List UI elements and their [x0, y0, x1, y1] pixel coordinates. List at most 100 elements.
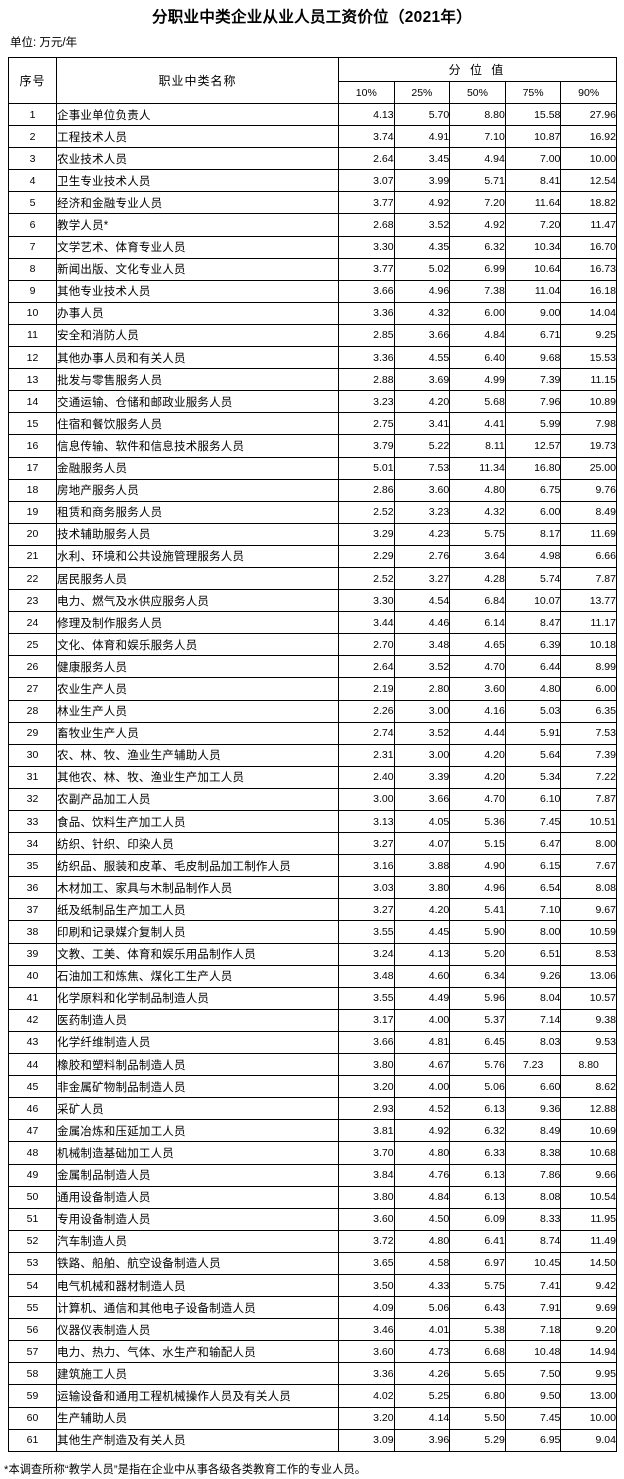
value-p25: 4.92	[393, 191, 451, 215]
value-p90: 9.42	[560, 1273, 617, 1298]
value-p75: 5.74	[504, 566, 562, 591]
value-p90: 8.99	[560, 655, 617, 679]
table-row: 56 仪器仪表制造人员 3.46 4.01 5.38 7.18 9.20	[8, 1318, 617, 1342]
table-row: 34 纺织、针织、印染人员 3.27 4.07 5.15 6.47 8.00	[8, 832, 617, 856]
value-p90: 15.53	[560, 346, 617, 370]
occupation-name: 石油加工和炼焦、煤化工生产人员	[56, 964, 339, 988]
row-index: 33	[8, 809, 57, 834]
value-p25: 3.27	[393, 566, 451, 591]
occupation-name: 化学原料和化学制品制造人员	[56, 986, 339, 1010]
occupation-name: 其他办事人员和有关人员	[56, 346, 339, 370]
occupation-name: 工程技术人员	[56, 125, 339, 149]
value-p10: 3.48	[338, 964, 395, 988]
value-p75: 8.08	[504, 1185, 562, 1209]
table-row: 4 卫生专业技术人员 3.07 3.99 5.71 8.41 12.54	[8, 169, 617, 193]
occupation-name: 运输设备和通用工程机械操作人员及有关人员	[56, 1384, 339, 1408]
value-p25: 4.67	[393, 1053, 451, 1077]
value-p90: 9.95	[560, 1362, 617, 1386]
value-p75: 7.20	[504, 213, 562, 237]
value-p10: 2.31	[338, 743, 395, 767]
value-p50: 6.45	[449, 1030, 506, 1055]
value-p75: 10.07	[504, 589, 562, 613]
value-p90: 6.66	[560, 544, 617, 568]
table-row: 13 批发与零售服务人员 2.88 3.69 4.99 7.39 11.15	[8, 368, 617, 392]
value-p90: 10.69	[560, 1119, 617, 1143]
occupation-name: 金属制品制造人员	[56, 1163, 339, 1187]
value-p75: 7.41	[504, 1273, 562, 1298]
table-row: 39 文教、工美、体育和娱乐用品制作人员 3.24 4.13 5.20 6.51 8.53	[8, 942, 617, 966]
value-p50: 6.41	[449, 1229, 506, 1253]
value-p90: 9.66	[560, 1163, 617, 1187]
value-p25: 3.41	[393, 412, 451, 436]
row-index: 41	[8, 986, 57, 1010]
value-p10: 3.16	[338, 854, 395, 878]
value-p10: 3.79	[338, 434, 395, 458]
value-p90: 8.80	[560, 1053, 617, 1077]
value-p50: 4.70	[449, 655, 506, 679]
value-p50: 6.33	[449, 1141, 506, 1165]
value-p75: 6.75	[504, 478, 562, 502]
row-index: 55	[8, 1296, 57, 1320]
value-p10: 3.23	[338, 390, 395, 414]
table-row: 14 交通运输、仓储和邮政业服务人员 3.23 4.20 5.68 7.96 10.89	[8, 390, 617, 414]
value-p90: 7.22	[560, 765, 617, 789]
value-p90: 9.04	[560, 1428, 617, 1452]
occupation-name: 计算机、通信和其他电子设备制造人员	[56, 1296, 339, 1320]
table-row: 45 非金属矿物制品制造人员 3.20 4.00 5.06 6.60 8.62	[8, 1075, 617, 1099]
table-row: 16 信息传输、软件和信息技术服务人员 3.79 5.22 8.11 12.57 19.73	[8, 434, 617, 458]
value-p75: 5.34	[504, 765, 562, 789]
table-row: 1 企事业单位负责人 4.13 5.70 8.80 15.58 27.96	[8, 102, 617, 127]
value-p75: 5.91	[504, 721, 562, 745]
value-p75: 6.54	[504, 876, 562, 900]
value-p50: 4.65	[449, 633, 506, 657]
occupation-name: 专用设备制造人员	[56, 1207, 339, 1231]
value-p10: 3.36	[338, 301, 395, 325]
value-p90: 11.69	[560, 522, 617, 546]
value-p50: 6.13	[449, 1185, 506, 1209]
value-p50: 5.50	[449, 1406, 506, 1430]
value-p50: 4.32	[449, 500, 506, 524]
value-p90: 11.95	[560, 1207, 617, 1231]
value-p90: 11.15	[560, 368, 617, 392]
row-index: 45	[8, 1075, 57, 1099]
row-index: 7	[8, 235, 57, 259]
value-p50: 5.76	[449, 1053, 506, 1077]
occupation-name: 非金属矿物制品制造人员	[56, 1075, 339, 1099]
value-p10: 3.17	[338, 1008, 395, 1032]
row-index: 27	[8, 677, 57, 701]
value-p90: 7.87	[560, 787, 617, 812]
table-body: 1 企事业单位负责人 4.13 5.70 8.80 15.58 27.96 2 工程技术人员 3.…	[8, 102, 617, 1452]
value-p10: 3.81	[338, 1119, 395, 1143]
value-p50: 4.84	[449, 323, 506, 348]
value-p90: 8.49	[560, 500, 617, 524]
row-index: 24	[8, 611, 57, 635]
page-title: 分职业中类企业从业人员工资价位（2021年）	[151, 9, 473, 26]
value-p10: 4.02	[338, 1384, 395, 1408]
value-p50: 4.41	[449, 412, 506, 436]
row-index: 22	[8, 566, 57, 591]
value-p25: 4.20	[393, 390, 451, 414]
occupation-name: 生产辅助人员	[56, 1406, 339, 1430]
row-index: 58	[8, 1362, 57, 1386]
header-index: 序号	[8, 57, 57, 104]
value-p25: 4.60	[393, 964, 451, 988]
value-p75: 8.33	[504, 1207, 562, 1231]
value-p50: 6.00	[449, 301, 506, 325]
value-p25: 4.49	[393, 986, 451, 1010]
row-index: 26	[8, 655, 57, 679]
value-p10: 2.74	[338, 721, 395, 745]
value-p25: 4.23	[393, 522, 451, 546]
value-p25: 4.52	[393, 1097, 451, 1121]
row-index: 40	[8, 964, 57, 988]
value-p50: 6.13	[449, 1097, 506, 1121]
value-p50: 5.75	[449, 522, 506, 546]
value-p10: 3.84	[338, 1163, 395, 1187]
value-p50: 7.38	[449, 279, 506, 303]
value-p25: 4.14	[393, 1406, 451, 1430]
value-p50: 6.80	[449, 1384, 506, 1408]
value-p90: 9.53	[560, 1030, 617, 1055]
row-index: 5	[8, 191, 57, 215]
value-p50: 3.64	[449, 544, 506, 568]
row-index: 3	[8, 147, 57, 171]
value-p50: 4.44	[449, 721, 506, 745]
